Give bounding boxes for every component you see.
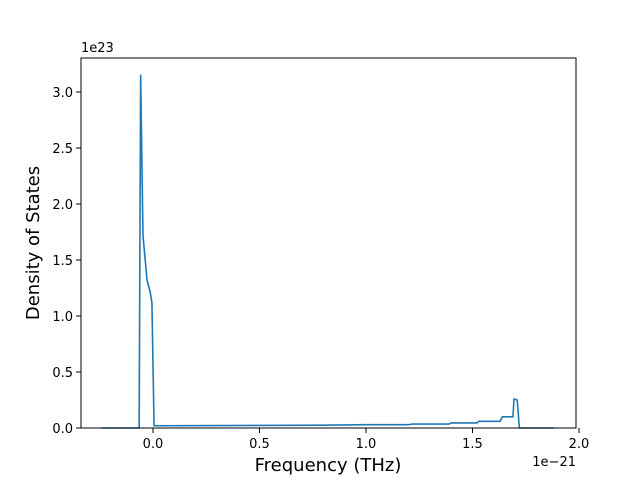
- x-tick-label: 0.5: [249, 437, 270, 452]
- y-tick-label: 1.0: [52, 310, 73, 325]
- y-axis-label: Density of States: [23, 166, 44, 320]
- x-offset-text: 1e−21: [532, 455, 576, 470]
- y-tick-label: 0.5: [52, 366, 73, 381]
- x-tick-label: 1.5: [462, 437, 483, 452]
- y-offset-text: 1e23: [81, 41, 114, 56]
- y-tick-label: 0.0: [52, 422, 73, 437]
- x-axis-label: Frequency (THz): [255, 455, 402, 476]
- plot-frame: [80, 57, 577, 429]
- y-tick-label: 3.0: [52, 86, 73, 101]
- x-tick-label: 1.0: [356, 437, 377, 452]
- line: [101, 74, 554, 429]
- y-tick-label: 2.5: [52, 142, 73, 157]
- y-tick-label: 1.5: [52, 254, 73, 269]
- x-tick-label: 0.0: [143, 437, 164, 452]
- y-tick-label: 2.0: [52, 198, 73, 213]
- x-tick-label: 2.0: [569, 437, 590, 452]
